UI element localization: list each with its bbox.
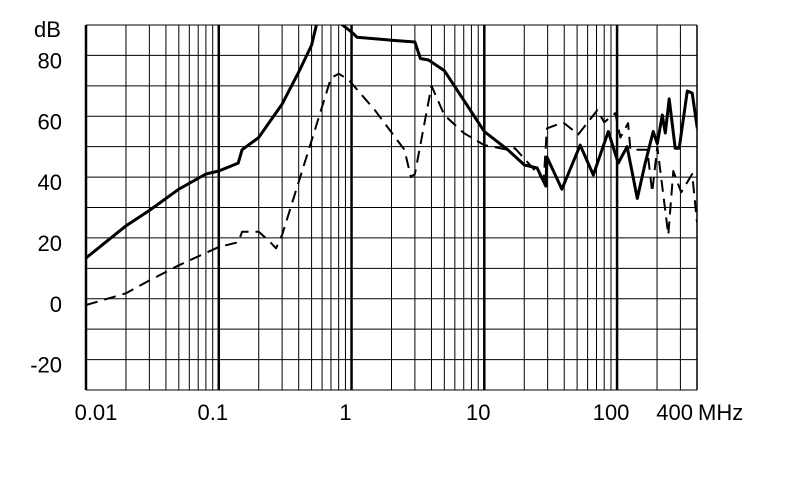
- y-tick-label: 80: [38, 48, 62, 73]
- series-group: [86, 25, 697, 307]
- x-tick-label: 10: [466, 400, 490, 425]
- y-tick-label: 20: [38, 231, 62, 256]
- x-tick-labels: 0.01 0.1 1 10 100 400: [75, 400, 693, 425]
- y-tick-label: 0: [50, 292, 62, 317]
- x-tick-label: 0.1: [197, 400, 228, 425]
- grid: [84, 24, 698, 391]
- x-tick-label: 400: [656, 400, 693, 425]
- x-axis-unit: MHz: [698, 400, 743, 425]
- y-tick-label: 40: [38, 170, 62, 195]
- x-tick-label: 100: [593, 400, 630, 425]
- x-tick-label: 1: [339, 400, 351, 425]
- y-tick-label: -20: [30, 353, 62, 378]
- x-tick-label: 0.01: [75, 400, 118, 425]
- y-tick-label: 60: [38, 109, 62, 134]
- solid-series-line: [86, 25, 697, 260]
- y-tick-labels: 80 60 40 20 0 -20: [30, 48, 62, 377]
- y-axis-label: dB: [34, 17, 61, 42]
- dashed-series-line: [86, 72, 697, 307]
